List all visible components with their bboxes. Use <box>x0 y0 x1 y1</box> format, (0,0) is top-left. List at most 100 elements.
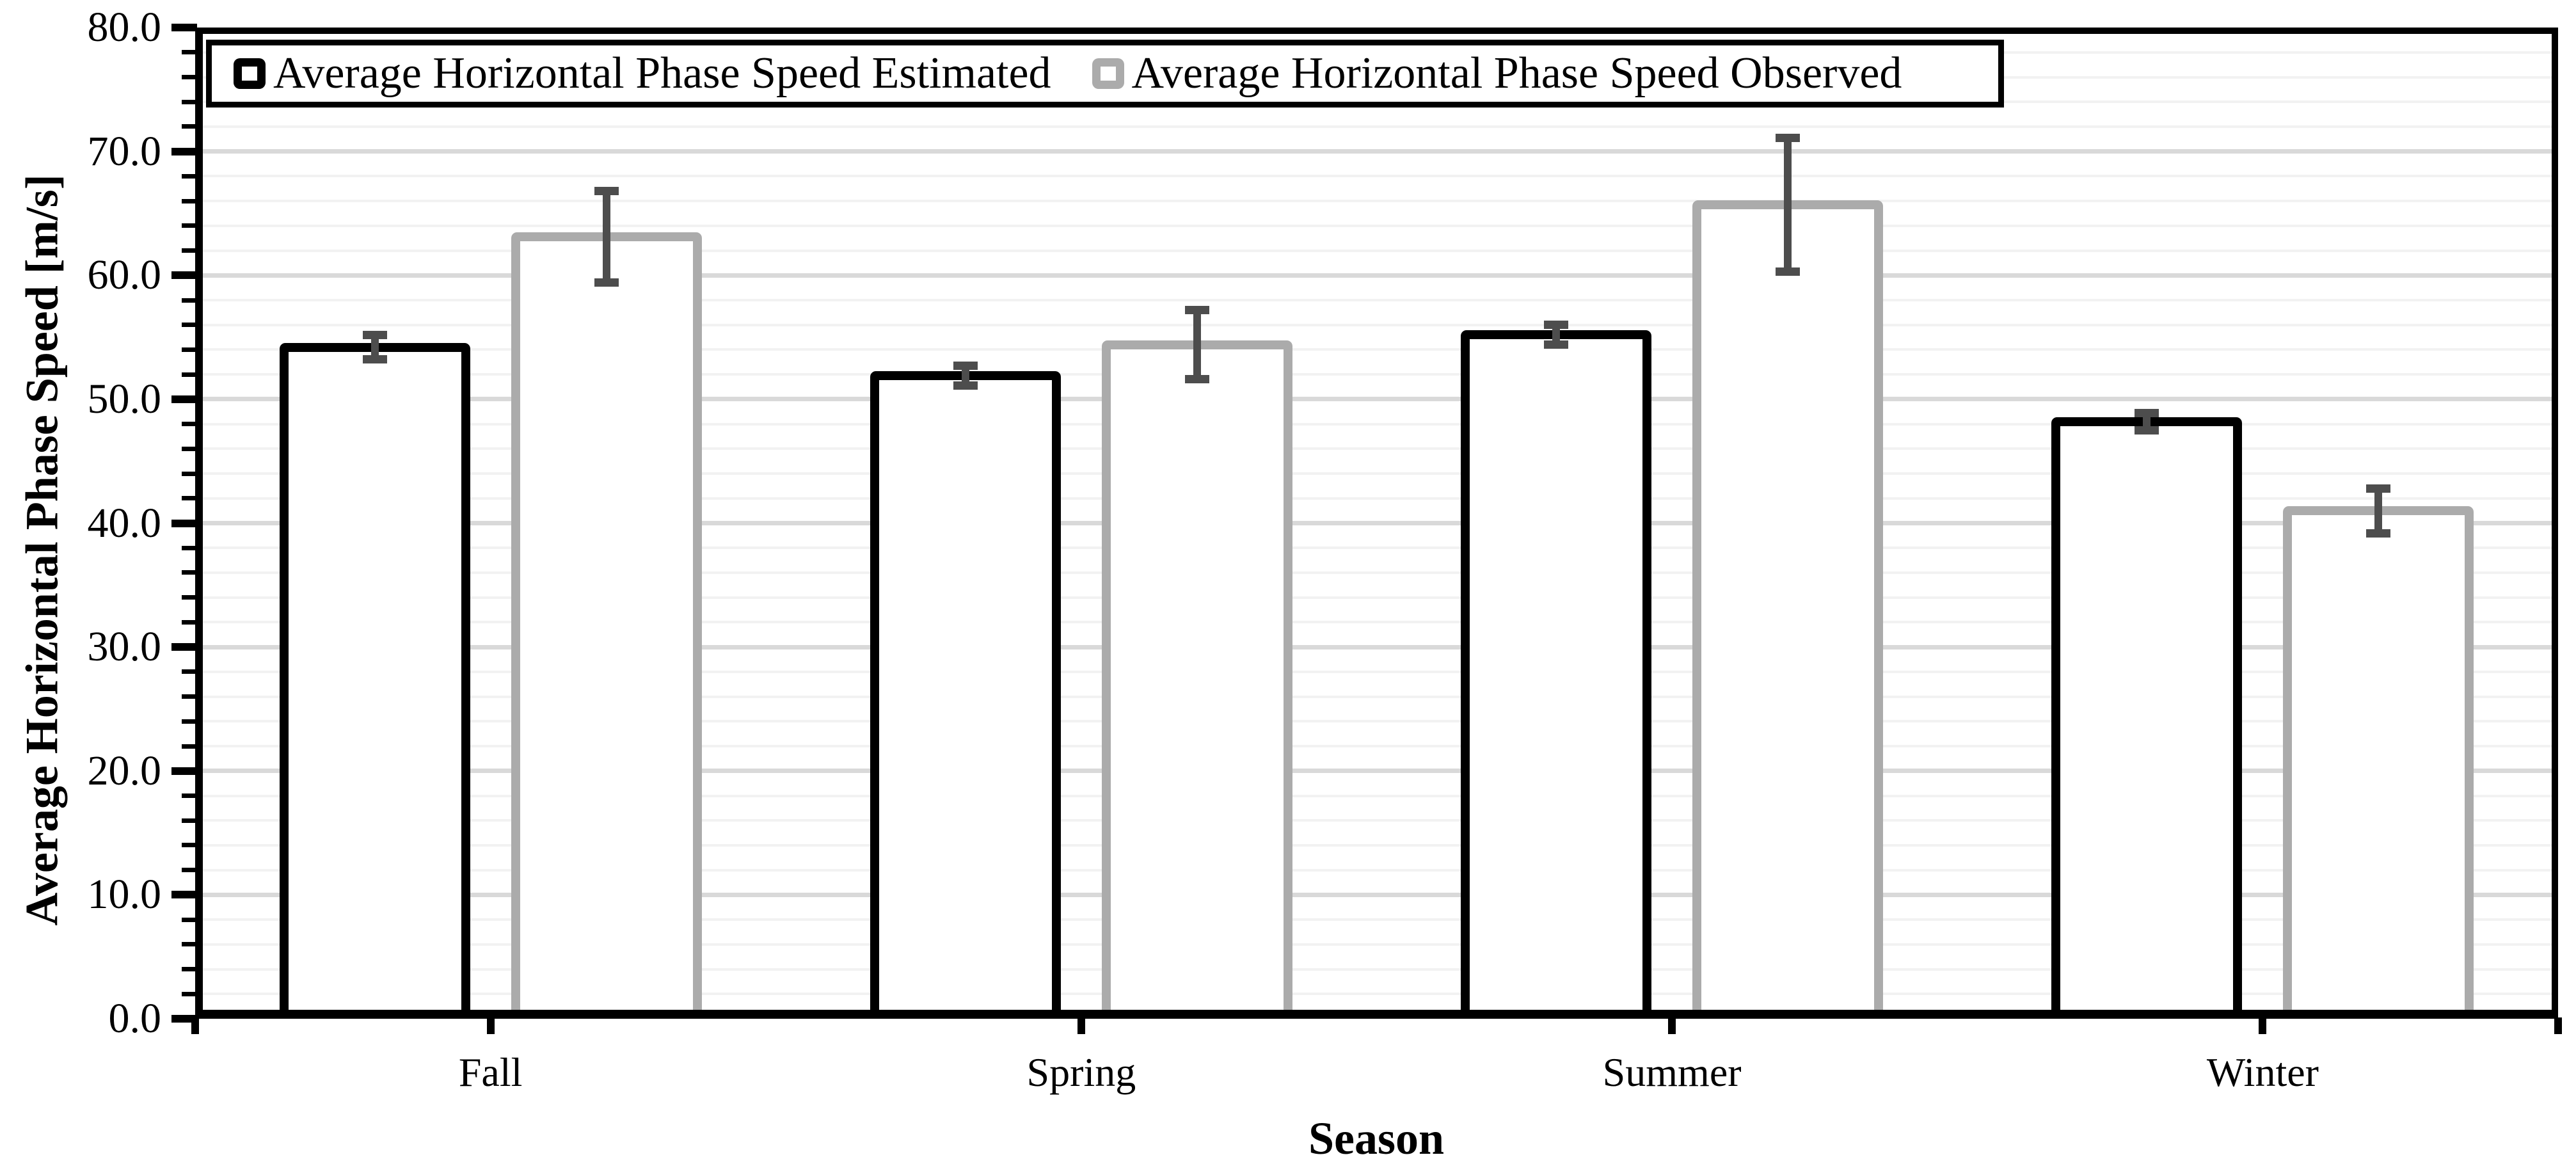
minor-gridline <box>195 200 2558 203</box>
minor-gridline <box>195 323 2558 326</box>
y-axis-minor-tick <box>182 570 197 575</box>
minor-gridline <box>195 348 2558 351</box>
y-tick-label: 50.0 <box>87 375 162 422</box>
y-axis-minor-tick <box>182 669 197 674</box>
minor-gridline <box>195 745 2558 747</box>
x-axis-tick <box>1668 1017 1676 1034</box>
y-axis-minor-tick <box>182 818 197 823</box>
y-axis-minor-tick <box>182 298 197 303</box>
y-axis-minor-tick <box>182 99 197 104</box>
y-axis-minor-tick <box>182 793 197 798</box>
minor-gridline <box>195 720 2558 723</box>
minor-gridline <box>195 918 2558 921</box>
error-bar-line <box>2143 413 2151 431</box>
y-tick-label: 80.0 <box>87 4 162 51</box>
bar-estimated-winter <box>2051 417 2243 1019</box>
error-bar-top-cap <box>953 362 978 371</box>
error-bar-bottom-cap <box>1544 340 1569 349</box>
y-axis-major-tick <box>171 767 197 775</box>
y-axis-minor-tick <box>182 843 197 848</box>
y-axis-minor-tick <box>182 744 197 749</box>
x-axis-end-tick <box>191 1017 199 1034</box>
x-category-label: Winter <box>2206 1049 2319 1095</box>
y-axis-minor-tick <box>182 422 197 427</box>
bar-estimated-spring <box>870 371 1061 1019</box>
x-axis-tick <box>1077 1017 1085 1034</box>
major-gridline <box>195 892 2558 897</box>
minor-gridline <box>195 843 2558 847</box>
minor-gridline <box>195 794 2558 797</box>
y-axis-minor-tick <box>182 50 197 55</box>
major-gridline <box>195 149 2558 154</box>
y-axis-minor-tick <box>182 75 197 79</box>
error-bar-line <box>370 335 379 360</box>
minor-gridline <box>195 670 2558 673</box>
minor-gridline <box>195 447 2558 450</box>
minor-gridline <box>195 422 2558 426</box>
x-category-label: Summer <box>1602 1049 1742 1095</box>
bar-estimated-summer <box>1461 330 1652 1019</box>
error-bar-bottom-cap <box>2366 529 2391 538</box>
minor-gridline <box>195 621 2558 624</box>
y-axis-major-tick <box>171 271 197 280</box>
y-axis-major-tick <box>171 643 197 651</box>
minor-gridline <box>195 125 2558 128</box>
y-axis-minor-tick <box>182 347 197 352</box>
error-bar-line <box>1552 324 1561 345</box>
x-axis-tick <box>2259 1017 2267 1034</box>
bar-observed-winter <box>2283 506 2474 1019</box>
error-bar-bottom-cap <box>1776 267 1801 276</box>
minor-gridline <box>195 175 2558 178</box>
major-gridline <box>195 769 2558 774</box>
y-axis-minor-tick <box>182 496 197 501</box>
y-axis-major-tick <box>171 147 197 155</box>
x-axis-title: Season <box>1308 1113 1445 1164</box>
y-axis-major-tick <box>171 1015 197 1023</box>
y-axis-minor-tick <box>182 545 197 550</box>
x-category-label: Fall <box>458 1049 523 1095</box>
bar-estimated-fall <box>279 342 470 1019</box>
y-axis-minor-tick <box>182 942 197 947</box>
x-category-label: Spring <box>1026 1049 1136 1095</box>
error-bar-top-cap <box>2135 408 2159 417</box>
y-axis-minor-tick <box>182 694 197 699</box>
y-tick-label: 40.0 <box>87 499 162 546</box>
y-tick-label: 10.0 <box>87 871 162 918</box>
observed-series-marker-icon <box>1092 58 1124 89</box>
minor-gridline <box>195 571 2558 574</box>
x-axis-end-tick <box>2554 1017 2562 1034</box>
plot-area <box>195 28 2558 1019</box>
y-axis-minor-tick <box>182 595 197 600</box>
minor-gridline <box>195 868 2558 872</box>
y-axis-minor-tick <box>182 719 197 724</box>
minor-gridline <box>195 819 2558 822</box>
y-axis-major-tick <box>171 891 197 899</box>
minor-gridline <box>195 943 2558 946</box>
major-gridline <box>195 273 2558 278</box>
error-bar-line <box>602 191 610 283</box>
y-axis-minor-tick <box>182 248 197 253</box>
y-tick-label: 20.0 <box>87 747 162 794</box>
y-axis-minor-tick <box>182 471 197 476</box>
minor-gridline <box>195 299 2558 301</box>
y-axis-minor-tick <box>182 323 197 328</box>
minor-gridline <box>195 497 2558 500</box>
major-gridline <box>195 644 2558 650</box>
error-bar-top-cap <box>594 187 619 196</box>
legend-label-observed: Average Horizontal Phase Speed Observed <box>1131 49 1902 98</box>
legend-entry-estimated: Average Horizontal Phase Speed Estimated <box>234 50 1051 97</box>
minor-gridline <box>195 373 2558 376</box>
y-axis-minor-tick <box>182 868 197 873</box>
y-axis-minor-tick <box>182 619 197 625</box>
error-bar-bottom-cap <box>1184 375 1209 384</box>
error-bar-bottom-cap <box>362 355 387 364</box>
legend-label-estimated: Average Horizontal Phase Speed Estimated <box>273 49 1051 98</box>
y-axis-minor-tick <box>182 372 197 377</box>
error-bar-top-cap <box>2366 484 2391 493</box>
x-axis-tick <box>486 1017 495 1034</box>
bar-observed-fall <box>511 232 702 1019</box>
y-tick-label: 30.0 <box>87 623 162 671</box>
error-bar-top-cap <box>1544 321 1569 330</box>
y-axis-minor-tick <box>182 223 197 228</box>
